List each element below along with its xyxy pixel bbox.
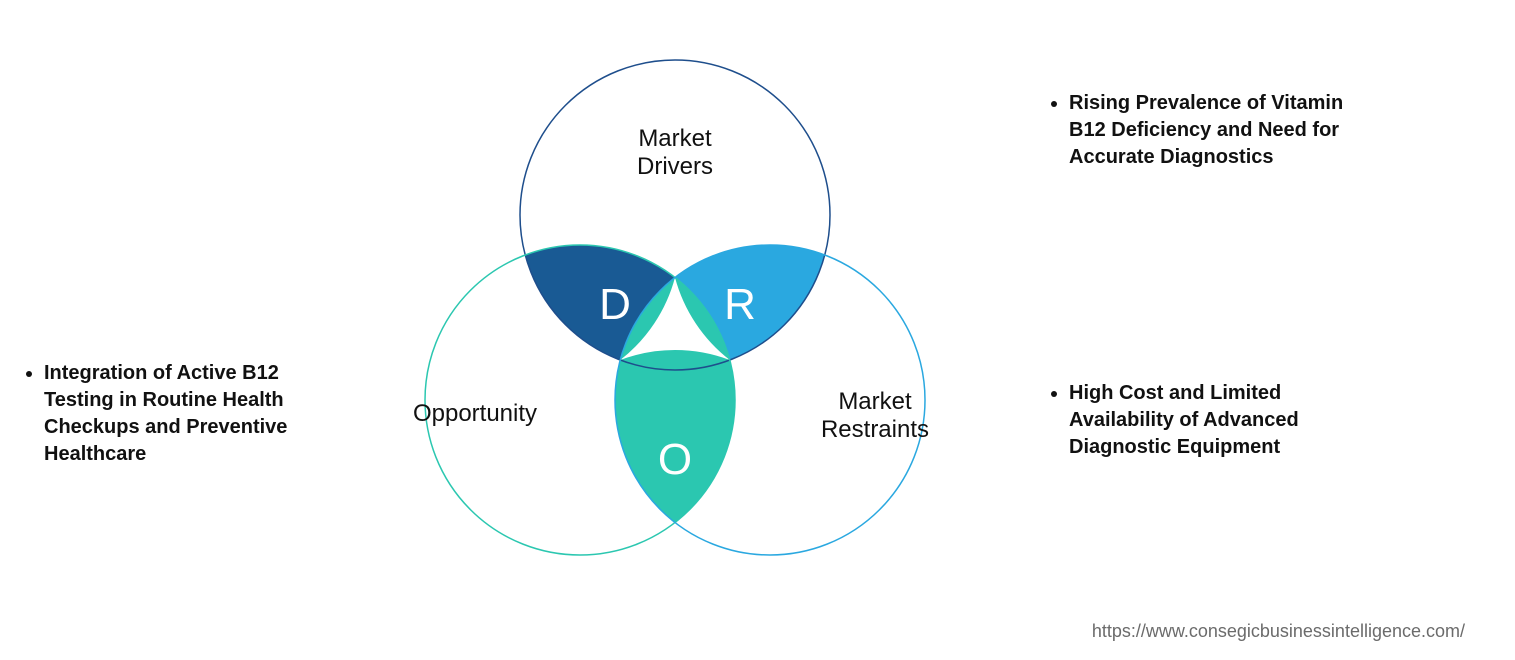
drivers-bullet-text: Rising Prevalence of Vitamin B12 Deficie… [1069,90,1385,171]
venn-label-opportunity: Opportunity [385,400,565,428]
venn-svg [370,30,980,610]
venn-letter-r: R [724,280,756,330]
venn-label-restraints: Market Restraints [775,388,975,443]
opportunity-bullet: Integration of Active B12 Testing in Rou… [20,360,350,468]
opportunity-bullet-text: Integration of Active B12 Testing in Rou… [44,360,350,468]
restraints-bullet-text: High Cost and Limited Availability of Ad… [1069,380,1375,461]
diagram-stage: Integration of Active B12 Testing in Rou… [0,0,1515,660]
venn-letter-d: D [599,280,631,330]
footer-url: https://www.consegicbusinessintelligence… [1092,621,1465,642]
venn-letter-o: O [658,435,692,485]
venn-label-drivers: Market Drivers [637,125,713,180]
restraints-bullet: High Cost and Limited Availability of Ad… [1045,380,1375,461]
drivers-bullet: Rising Prevalence of Vitamin B12 Deficie… [1045,90,1385,171]
venn-diagram: Market Drivers Opportunity Market Restra… [370,30,980,610]
